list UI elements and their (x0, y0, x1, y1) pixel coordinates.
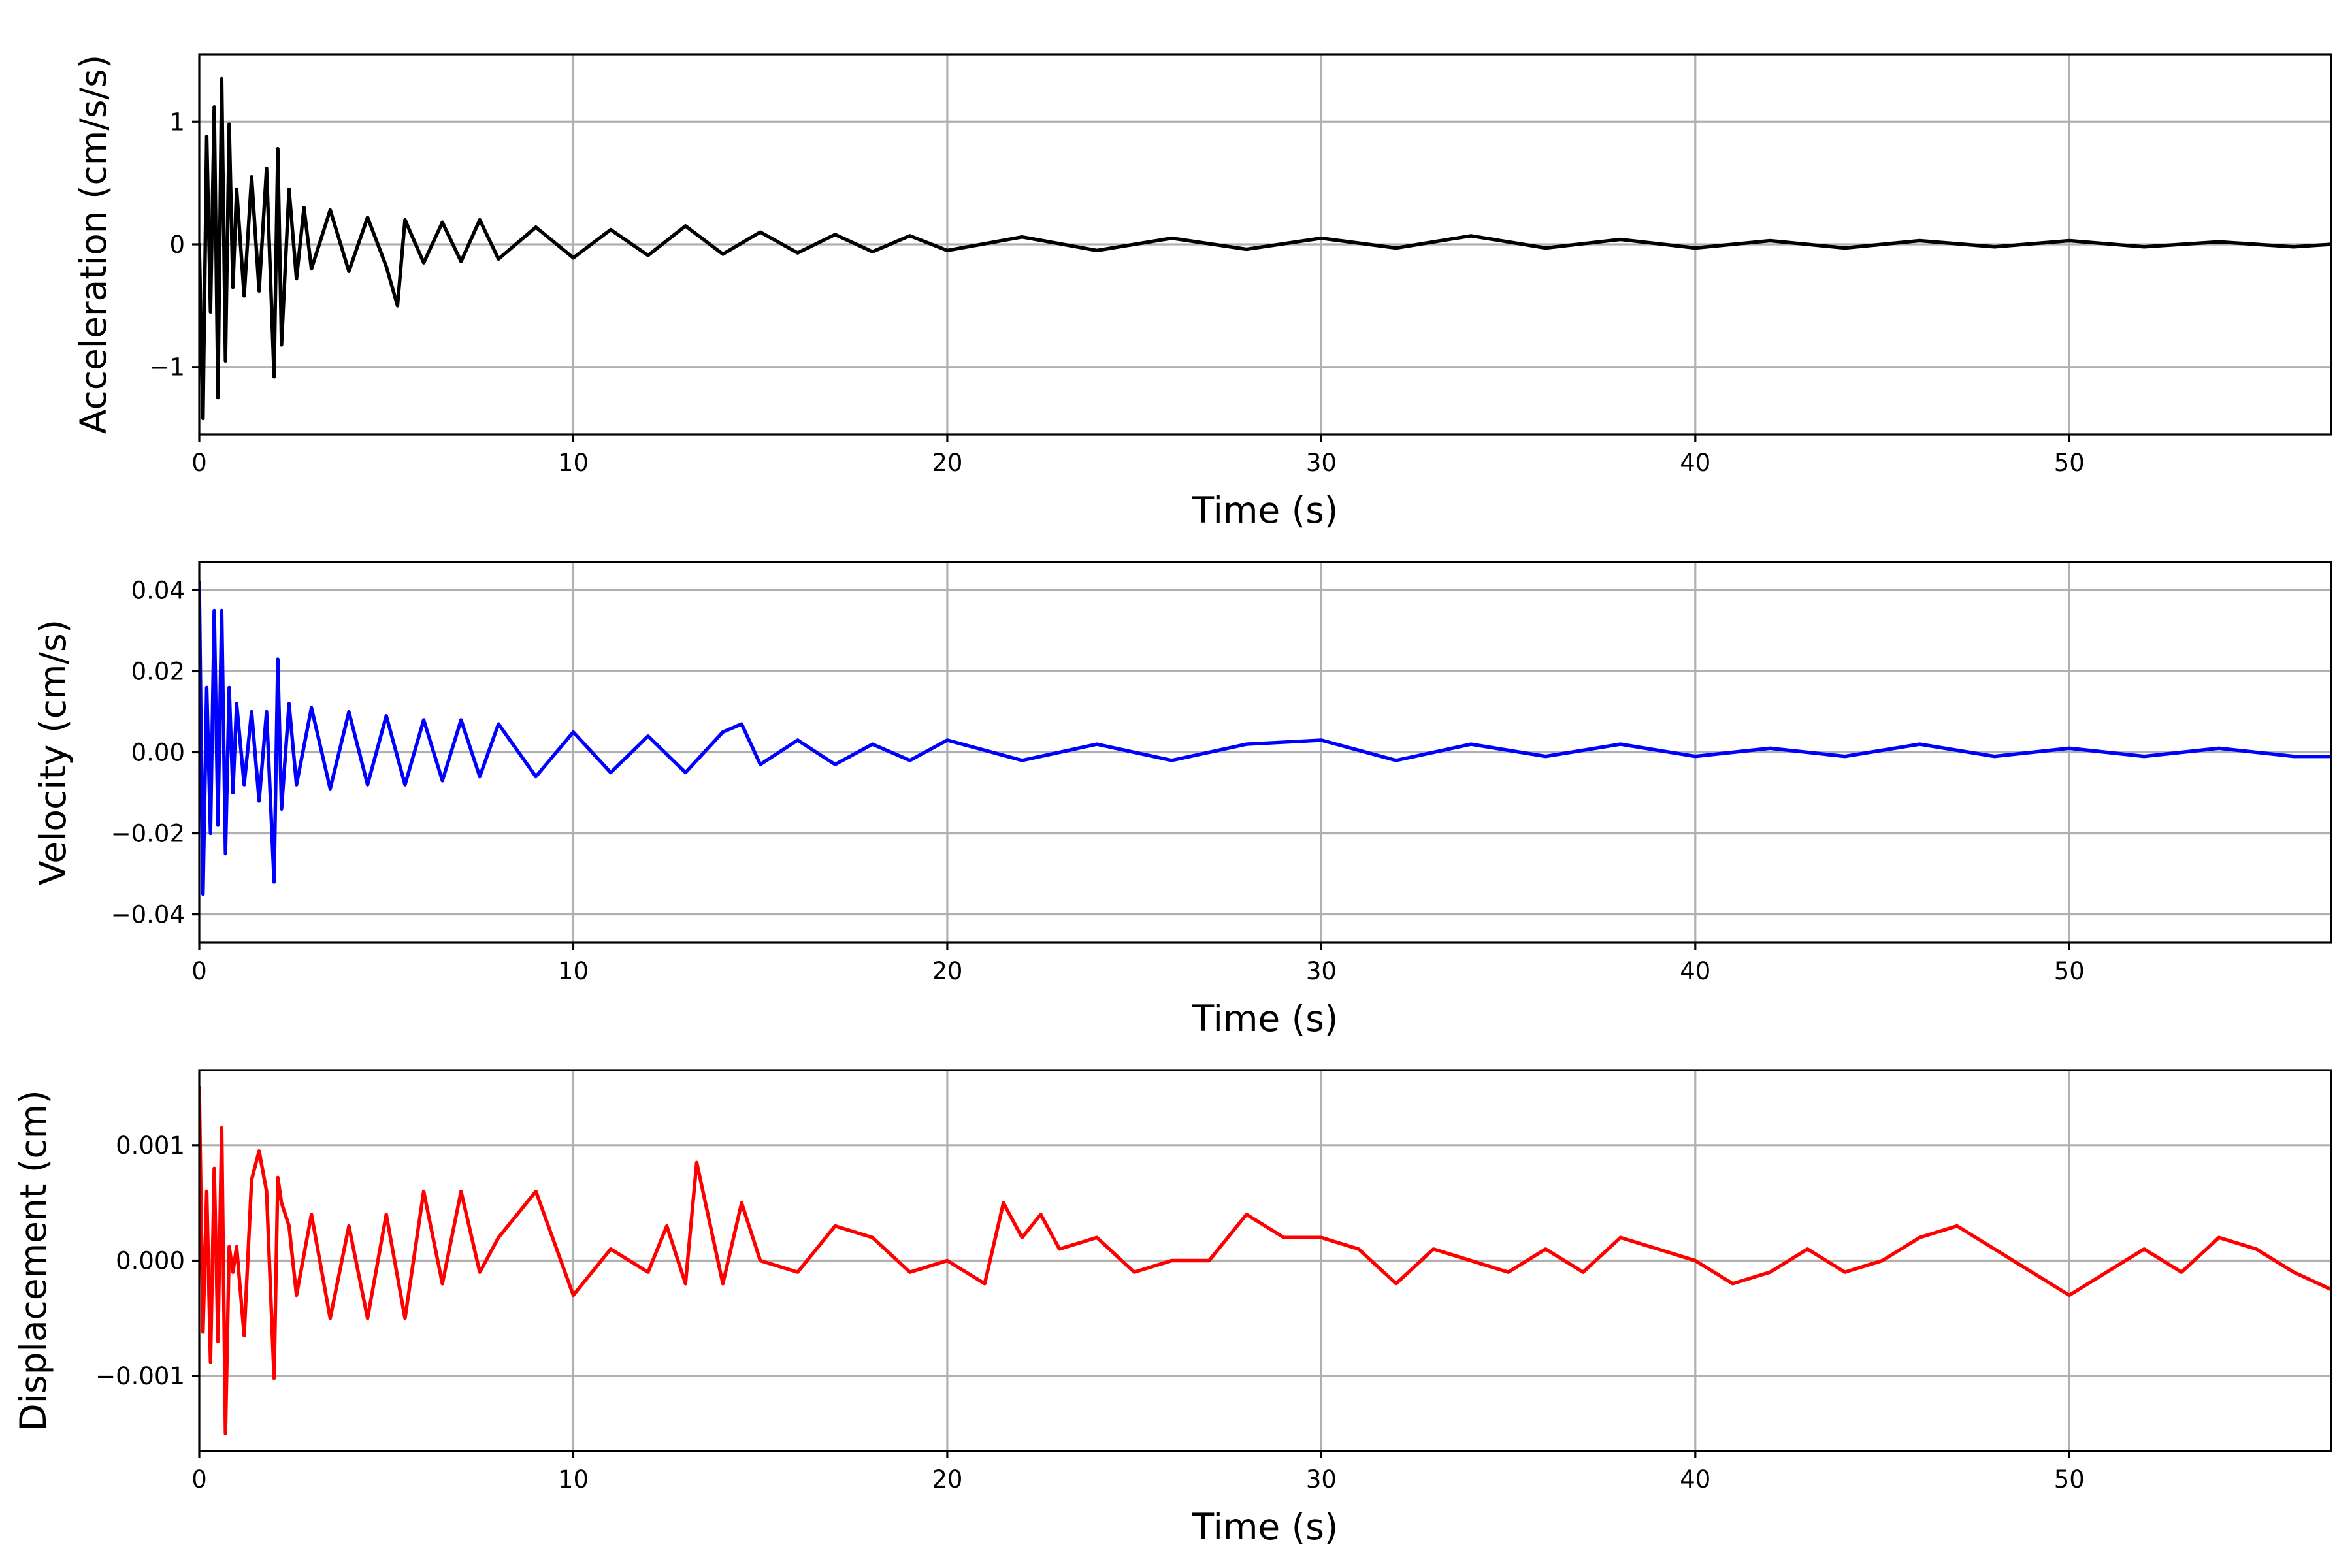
displacement-x-tick-label: 50 (2054, 1465, 2085, 1494)
velocity-panel: 0 10 20 30 40 50 −0.04 −0.02 0.00 0.02 0.04 Time (… (32, 561, 2332, 1039)
displacement-x-axis-label: Time (s) (1192, 1506, 1339, 1548)
velocity-ticks: 0 10 20 30 40 50 −0.04 −0.02 0.00 0.02 0.04 (111, 576, 2085, 985)
displacement-x-tick-label: 20 (932, 1465, 962, 1494)
velocity-y-tick-label: 0.02 (131, 657, 185, 685)
velocity-y-tick-label: 0.04 (131, 576, 185, 604)
velocity-x-tick-label: 50 (2054, 957, 2085, 985)
acceleration-y-tick-label: 0 (169, 231, 185, 259)
displacement-y-axis-label: Displacement (cm) (12, 1090, 54, 1431)
velocity-y-tick-label: 0.00 (131, 739, 185, 767)
displacement-ticks: 0 10 20 30 40 50 −0.001 0.000 0.001 (95, 1132, 2085, 1494)
acceleration-panel: 0 10 20 30 40 50 −1 0 1 Time (s) Acceleration (c… (73, 53, 2332, 531)
velocity-x-axis-label: Time (s) (1192, 998, 1339, 1039)
velocity-x-tick-label: 40 (1680, 957, 1710, 985)
acceleration-x-tick-label: 40 (1680, 449, 1710, 477)
displacement-y-tick-label: 0.001 (116, 1132, 185, 1160)
velocity-x-tick-label: 20 (932, 957, 962, 985)
displacement-series (199, 1085, 2331, 1436)
displacement-x-tick-label: 40 (1680, 1465, 1710, 1494)
velocity-x-tick-label: 10 (558, 957, 589, 985)
acceleration-y-axis-label: Acceleration (cm/s/s) (73, 55, 114, 434)
acceleration-x-tick-label: 10 (558, 449, 589, 477)
velocity-x-tick-label: 30 (1306, 957, 1337, 985)
acceleration-x-tick-label: 0 (191, 449, 207, 477)
displacement-y-tick-label: −0.001 (95, 1362, 185, 1390)
acceleration-y-tick-label: −1 (149, 353, 185, 382)
displacement-x-tick-label: 10 (558, 1465, 589, 1494)
displacement-x-tick-label: 30 (1306, 1465, 1337, 1494)
acceleration-x-tick-label: 30 (1306, 449, 1337, 477)
acceleration-y-tick-label: 1 (169, 108, 185, 136)
velocity-y-tick-label: −0.04 (111, 901, 185, 929)
displacement-panel: 0 10 20 30 40 50 −0.001 0.000 0.001 Time (s) Dis… (12, 1069, 2332, 1548)
velocity-y-axis-label: Velocity (cm/s) (32, 619, 74, 885)
acceleration-x-tick-label: 20 (932, 449, 962, 477)
acceleration-ticks: 0 10 20 30 40 50 −1 0 1 (149, 108, 2084, 477)
velocity-series-line (199, 580, 2331, 896)
displacement-y-tick-label: 0.000 (116, 1247, 185, 1275)
acceleration-series (199, 76, 2331, 421)
displacement-x-tick-label: 0 (191, 1465, 207, 1494)
velocity-y-tick-label: −0.02 (111, 820, 185, 848)
displacement-series-line (199, 1085, 2331, 1436)
acceleration-series-line (199, 76, 2331, 421)
velocity-x-tick-label: 0 (191, 957, 207, 985)
velocity-series (199, 580, 2331, 896)
acceleration-x-axis-label: Time (s) (1192, 489, 1339, 531)
acceleration-x-tick-label: 50 (2054, 449, 2085, 477)
